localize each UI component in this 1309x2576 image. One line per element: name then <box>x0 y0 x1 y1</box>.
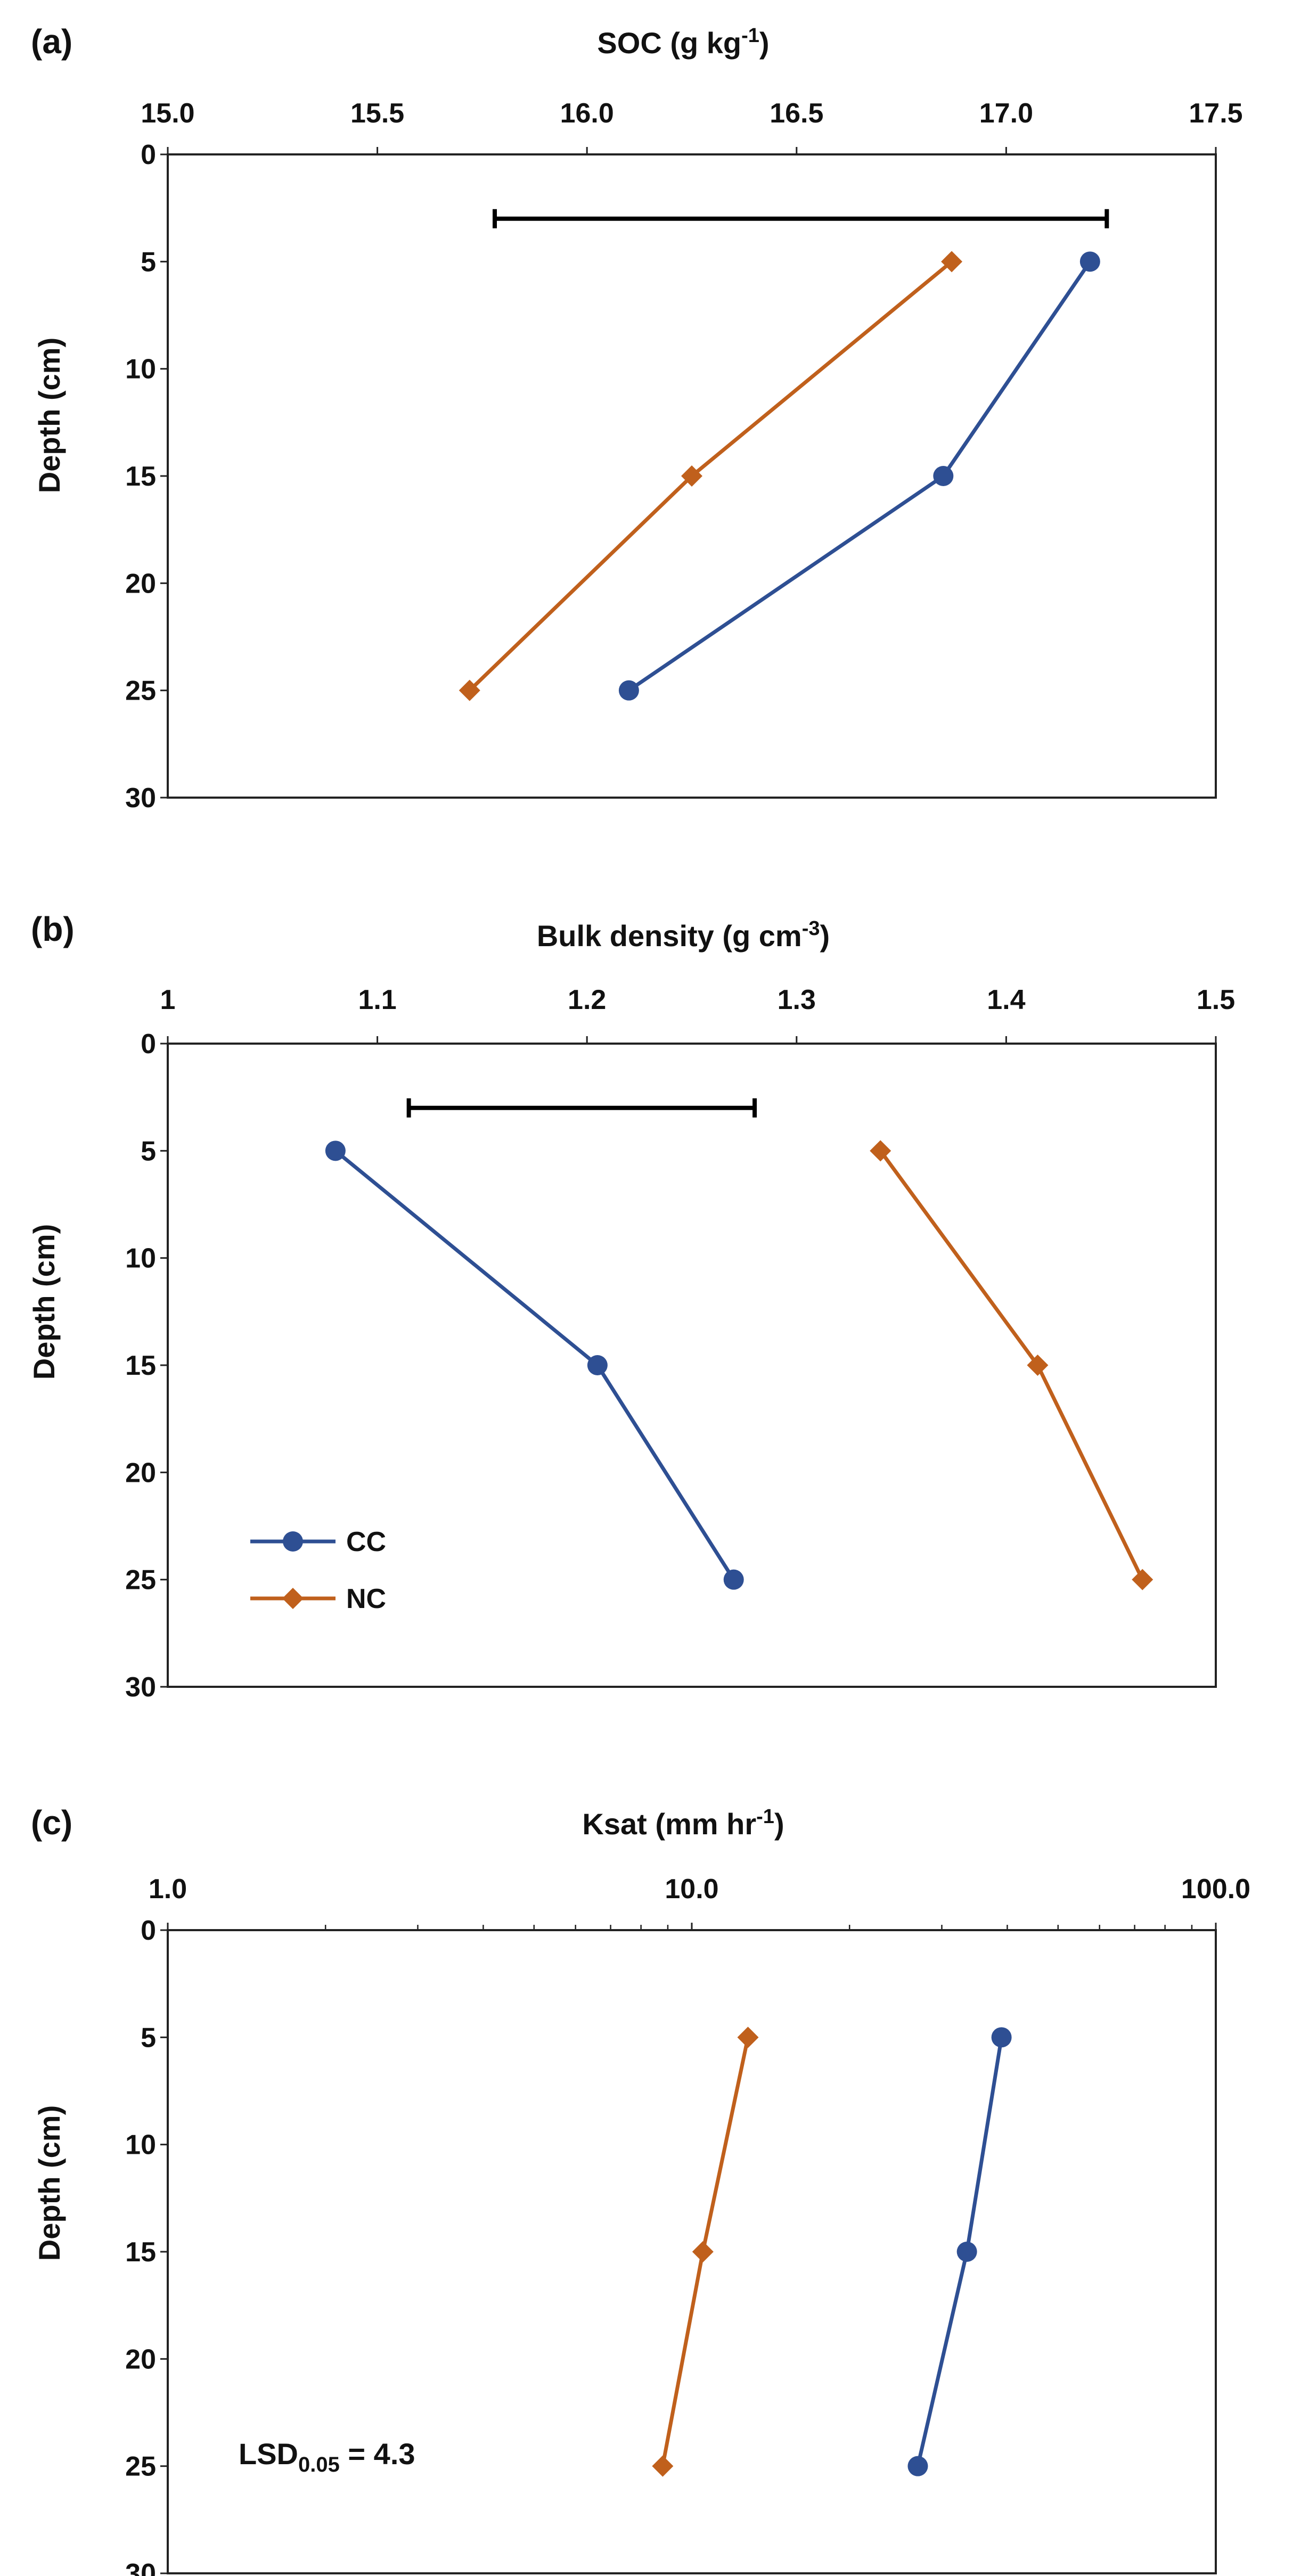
panel-a-y-tick-label: 5 <box>141 247 156 277</box>
panel-c-y-tick-marks <box>160 1929 168 2574</box>
panel-b-lsd-bar <box>406 1098 757 1118</box>
panel-a-x-tick-label: 16.5 <box>770 98 823 129</box>
panel-b-y-tick-label: 25 <box>125 1565 156 1596</box>
panel-a-y-axis-title: Depth (cm) <box>32 338 66 493</box>
lsd-annotation: LSD0.05 = 4.3 <box>239 2437 415 2476</box>
panel-a-x-tick-label: 17.0 <box>979 98 1033 129</box>
panel-c-plot-area <box>167 1929 1217 2574</box>
panel-c-y-tick-label: 20 <box>125 2344 156 2375</box>
panel-a-nc-point <box>941 251 963 273</box>
legend: CC NC <box>250 1527 386 1614</box>
legend-nc-label: NC <box>346 1584 386 1614</box>
panel-b-cc-point <box>325 1141 346 1161</box>
panel-c-nc-point <box>692 2241 714 2262</box>
panel-c-x-tick-label: 1.0 <box>149 1874 187 1905</box>
panel-c-x-tick-label: 100.0 <box>1181 1874 1250 1905</box>
legend-cc-marker <box>283 1531 303 1552</box>
panel-a-cc-point <box>933 466 954 486</box>
panel-a-y-tick-label: 0 <box>141 140 156 170</box>
panel-a: (a) SOC (g kg-1) Depth (cm) 15.0 15.5 16.0… <box>31 22 1243 814</box>
panel-a-nc-line <box>468 260 953 692</box>
panel-c-x-tick-label: 10.0 <box>665 1874 718 1905</box>
panel-b-y-tick-label: 5 <box>141 1136 156 1167</box>
panel-a-y-tick-label: 15 <box>125 461 156 492</box>
panel-a-lsd-bar <box>493 209 1109 228</box>
panel-c-nc-point <box>737 2027 759 2048</box>
panel-b: (b) Bulk density (g cm-3) Depth (cm) 1 1.… <box>27 910 1235 1703</box>
panel-b-y-tick-label: 10 <box>125 1243 156 1274</box>
panel-c-x-axis-title: Ksat (mm hr-1) <box>582 1806 784 1841</box>
panel-a-y-tick-label: 25 <box>125 676 156 707</box>
panel-a-cc-point <box>618 680 639 701</box>
panel-a-x-tick-label: 17.5 <box>1189 98 1242 129</box>
panel-b-cc-point <box>587 1355 608 1375</box>
panel-b-x-tick-label: 1.3 <box>778 985 816 1015</box>
panel-c-y-tick-labels: 0 5 10 15 20 25 30 <box>125 1915 156 2576</box>
panel-b-x-axis-title: Bulk density (g cm-3) <box>537 917 830 953</box>
panel-a-y-tick-label: 20 <box>125 568 156 599</box>
panel-a-x-tick-label: 16.0 <box>560 98 614 129</box>
panel-c-cc-point <box>907 2456 928 2476</box>
panel-b-x-tick-label: 1.1 <box>358 985 396 1015</box>
panel-b-y-tick-marks <box>160 1043 168 1688</box>
panel-a-x-tick-label: 15.0 <box>141 98 194 129</box>
panel-c-y-tick-label: 25 <box>125 2451 156 2482</box>
panel-c-y-tick-label: 5 <box>141 2022 156 2053</box>
panel-b-nc-point <box>870 1140 891 1162</box>
panel-a-y-tick-labels: 0 5 10 15 20 25 30 <box>125 140 156 814</box>
panel-c-label: (c) <box>31 1803 72 1842</box>
panel-c-nc-point <box>652 2455 674 2477</box>
panel-c-x-tick-marks <box>167 1923 1217 1930</box>
panel-c-y-tick-label: 0 <box>141 1915 156 1946</box>
panel-b-y-tick-label: 0 <box>141 1029 156 1060</box>
panel-a-cc-point <box>1079 251 1100 272</box>
panel-b-nc-point <box>1132 1569 1153 1590</box>
panel-b-y-tick-label: 15 <box>125 1350 156 1381</box>
panel-b-series <box>325 1140 1153 1590</box>
panel-c-y-tick-label: 10 <box>125 2130 156 2161</box>
panel-b-cc-line <box>334 1149 735 1581</box>
panel-c-y-axis-title: Depth (cm) <box>32 2105 66 2261</box>
panel-a-plot-area <box>167 153 1217 799</box>
panel-b-x-tick-label: 1 <box>160 985 176 1015</box>
panel-a-x-tick-label: 15.5 <box>350 98 404 129</box>
panel-b-y-axis-title: Depth (cm) <box>27 1224 61 1380</box>
panel-a-nc-point <box>459 679 480 701</box>
panel-b-y-tick-label: 30 <box>125 1672 156 1703</box>
panel-c-x-tick-labels: 1.0 10.0 100.0 <box>149 1874 1250 1905</box>
panel-b-plot-area <box>167 1043 1217 1688</box>
panel-a-x-tick-marks <box>167 147 1217 154</box>
panel-b-x-tick-label: 1.4 <box>987 985 1025 1015</box>
panel-a-y-tick-label: 10 <box>125 354 156 385</box>
panel-b-label: (b) <box>31 910 75 948</box>
panel-b-nc-line <box>879 1150 1144 1581</box>
panel-a-y-tick-marks <box>160 153 168 799</box>
panel-a-x-axis-title: SOC (g kg-1) <box>597 24 769 60</box>
panel-b-x-tick-label: 1.5 <box>1197 985 1235 1015</box>
panel-a-y-tick-label: 30 <box>125 783 156 814</box>
panel-b-y-tick-label: 20 <box>125 1457 156 1488</box>
panel-c: (c) Ksat (mm hr-1) Depth (cm) 1.0 10.0 100… <box>31 1803 1250 2576</box>
panel-c-series <box>652 2027 1012 2477</box>
panel-b-x-tick-marks <box>167 1036 1217 1044</box>
panel-c-y-tick-label: 15 <box>125 2237 156 2268</box>
panel-b-cc-point <box>723 1569 744 1590</box>
panel-c-y-tick-label: 30 <box>125 2558 156 2576</box>
panel-b-x-tick-labels: 1 1.1 1.2 1.3 1.4 1.5 <box>160 985 1236 1015</box>
panel-c-cc-point <box>956 2242 977 2262</box>
panel-a-x-tick-labels: 15.0 15.5 16.0 16.5 17.0 17.5 <box>141 98 1242 129</box>
panel-b-nc-point <box>1027 1355 1049 1376</box>
panel-b-y-tick-labels: 0 5 10 15 20 25 30 <box>125 1029 156 1703</box>
panel-c-cc-point <box>991 2027 1012 2048</box>
panel-a-nc-point <box>681 465 702 487</box>
legend-cc-label: CC <box>346 1527 386 1557</box>
panel-a-label: (a) <box>31 22 72 61</box>
panel-b-x-tick-label: 1.2 <box>568 985 606 1015</box>
panel-a-series <box>459 251 1100 701</box>
legend-nc-marker <box>282 1588 304 1609</box>
